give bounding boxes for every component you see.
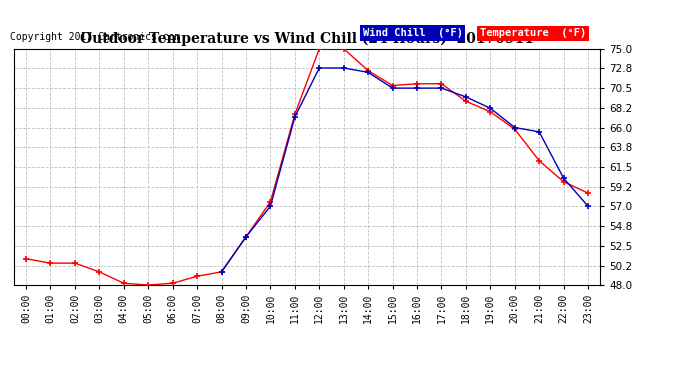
Title: Outdoor Temperature vs Wind Chill (24 Hours)  20170911: Outdoor Temperature vs Wind Chill (24 Ho… <box>80 32 534 46</box>
Text: Copyright 2017 Cartronics.com: Copyright 2017 Cartronics.com <box>10 32 181 42</box>
Text: Temperature  (°F): Temperature (°F) <box>480 28 586 38</box>
Text: Wind Chill  (°F): Wind Chill (°F) <box>363 28 463 38</box>
